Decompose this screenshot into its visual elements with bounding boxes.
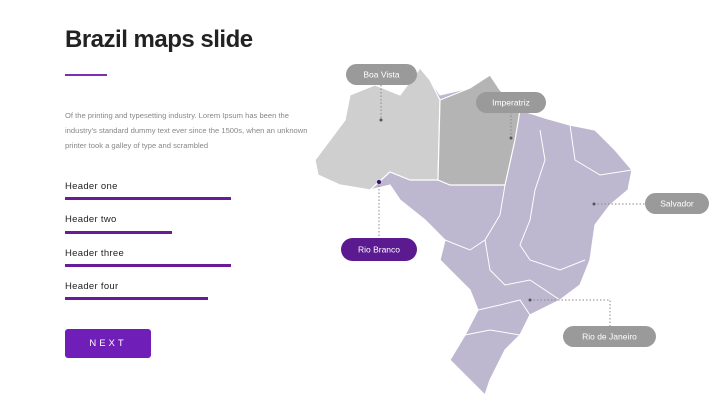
slide-title: Brazil maps slide [65, 26, 253, 53]
label-pill [476, 92, 546, 113]
map-label: Boa Vista [363, 69, 400, 79]
state-border [569, 124, 633, 176]
header-label: Header one [65, 181, 118, 192]
body-text: Of the printing and typesetting industry… [65, 111, 308, 150]
map-label: Rio de Janeiro [582, 331, 637, 341]
state-border [484, 239, 561, 301]
map-label: Imperatriz [492, 97, 530, 107]
header-bar [65, 297, 208, 300]
map-label: Salvador [660, 198, 694, 208]
map-dot [377, 180, 381, 184]
map-dot [592, 202, 596, 206]
map-dot [379, 118, 383, 122]
label-pill [645, 193, 709, 214]
header-label: Header four [65, 281, 119, 292]
map-para [437, 74, 521, 186]
leader-lines [378, 85, 645, 326]
state-border [519, 129, 586, 271]
map-dots [377, 118, 596, 302]
header-bar [65, 264, 231, 267]
header-bar [65, 197, 231, 200]
label-pill [346, 64, 417, 85]
header-bar [65, 231, 172, 234]
state-border [464, 329, 521, 336]
map-amazonas [314, 67, 441, 191]
header-label: Header two [65, 214, 117, 225]
map-label: Rio Branco [358, 244, 400, 254]
header-label: Header three [65, 248, 125, 259]
label-pill [563, 326, 656, 347]
label-pill [341, 238, 417, 261]
map-dot [528, 298, 532, 302]
state-border [477, 299, 531, 316]
next-button[interactable]: NEXT [65, 329, 151, 358]
map-dot [509, 136, 513, 140]
title-rule [65, 74, 107, 76]
